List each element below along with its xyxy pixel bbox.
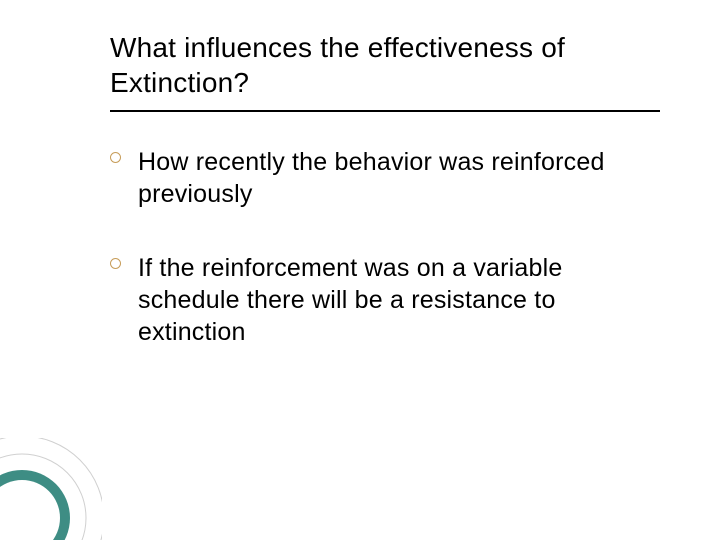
circle-bullet-icon [110, 258, 121, 269]
title-underline [110, 110, 660, 112]
circle-bullet-icon [110, 152, 121, 163]
corner-rings-icon [0, 438, 102, 540]
bullet-text: How recently the behavior was reinforced… [138, 148, 605, 208]
list-item: How recently the behavior was reinforced… [110, 146, 660, 210]
bullet-text: If the reinforcement was on a variable s… [138, 254, 562, 346]
slide-title: What influences the effectiveness of Ext… [110, 30, 660, 100]
bullet-list: How recently the behavior was reinforced… [110, 146, 660, 348]
slide: What influences the effectiveness of Ext… [0, 0, 720, 540]
list-item: If the reinforcement was on a variable s… [110, 252, 660, 348]
